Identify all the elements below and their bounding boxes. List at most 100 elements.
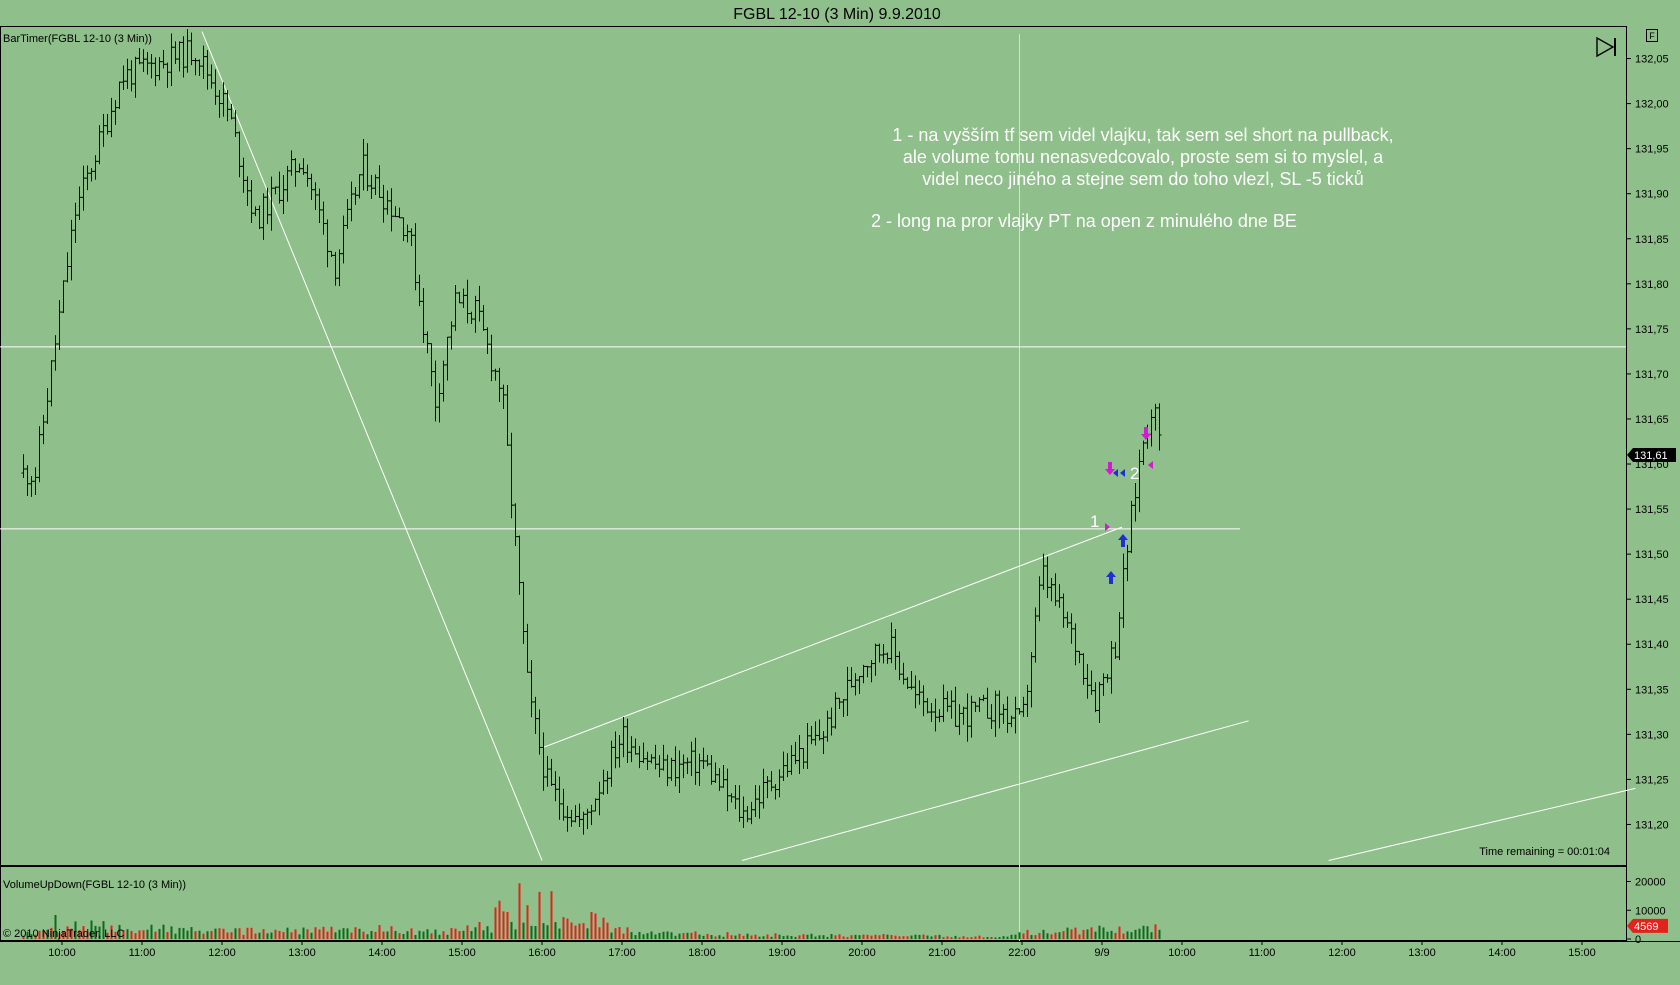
price-bar [121,65,126,91]
price-tick-label: 132,05 [1635,54,1669,66]
price-bar [985,687,990,719]
price-bar [249,179,254,223]
price-bar [781,751,786,782]
price-bar [257,205,262,230]
price-bar [1153,403,1158,431]
price-bar [81,165,86,211]
price-bar [865,665,870,678]
price-bar [361,139,366,191]
price-bar [401,217,406,242]
price-bar [49,360,54,407]
price-bar [689,741,694,776]
price-bar [913,675,918,709]
price-bar [637,745,642,769]
time-tick-label: 15:00 [448,947,476,959]
price-bar [541,732,546,791]
price-bar [149,53,154,79]
price-bar [1129,500,1134,554]
price-bar [145,51,150,75]
price-bar [345,199,350,229]
price-bar [961,706,966,725]
price-bar [113,100,118,125]
price-bar [301,158,306,175]
price-bar [1029,652,1034,708]
price-bar [905,677,910,690]
price-bar [561,788,566,821]
price-bar [137,48,142,65]
price-bar [681,754,686,779]
price-bar [649,754,654,764]
price-bar [21,454,26,478]
trendlines[interactable] [201,31,1636,861]
last-volume-value: 4569 [1634,921,1658,933]
price-bar [429,343,434,387]
price-bar [281,174,286,215]
price-bar [225,90,230,122]
price-bar [313,182,318,211]
price-bar [333,252,338,286]
price-bar [293,158,298,187]
price-bar [685,757,690,774]
price-bar [881,643,886,664]
price-bar [1037,576,1042,622]
price-bar [85,165,90,191]
price-bar [173,41,178,65]
price-bar [229,103,234,120]
price-bar [441,360,446,402]
price-tick-label: 131,30 [1635,729,1669,741]
price-tick-label: 131,20 [1635,819,1669,831]
price-bar [513,503,518,547]
f-box-icon[interactable]: F [1646,29,1658,42]
price-tick-label: 131,65 [1635,414,1669,426]
trendline [1328,787,1636,861]
price-bar [1045,556,1050,598]
price-bar [617,735,622,768]
price-bar [45,388,50,424]
price-bar [901,662,906,685]
price-bar [181,36,186,78]
price-bar [525,623,530,673]
volume-panel[interactable] [0,866,1627,941]
price-bar [673,746,678,787]
price-bar [161,49,166,69]
price-bar [241,157,246,193]
window-title: FGBL 12-10 (3 Min) 9.9.2010 [733,6,941,23]
price-bar [177,41,182,72]
play-to-end-icon[interactable] [1596,36,1616,58]
price-bar [25,465,30,497]
price-bar [1101,673,1106,696]
price-bar [53,335,58,371]
last-price-value: 131,61 [1634,450,1668,462]
price-bar [813,721,818,746]
price-bar [465,279,470,324]
price-bar [737,785,742,822]
price-bar [729,793,734,803]
price-bar [1061,593,1066,628]
price-bar [549,758,554,786]
price-bar [717,768,722,791]
price-bar [789,745,794,775]
price-bar [37,426,42,483]
price-bar [889,622,894,664]
price-bar [129,60,134,92]
price-bar [133,56,138,98]
price-bar [997,690,1002,729]
execution-triangle-icon [1105,461,1153,531]
last-volume-tag: 4569 [1627,918,1668,933]
price-bar [473,295,478,333]
price-bar [405,224,410,243]
time-axis: 10:00 11:00 12:00 13:00 14:00 15:00 16:00 17:00… [48,941,1596,959]
price-bar [777,769,782,798]
price-bar [65,252,70,283]
price-bar [837,697,842,709]
price-bar [749,801,754,825]
price-bar [989,704,994,729]
price-bar [873,643,878,676]
price-grid [0,346,1626,530]
price-bar [305,164,310,187]
time-tick-label: 11:00 [129,947,156,959]
price-bar [125,58,130,89]
price-bar [261,193,266,240]
price-bar [461,288,466,308]
